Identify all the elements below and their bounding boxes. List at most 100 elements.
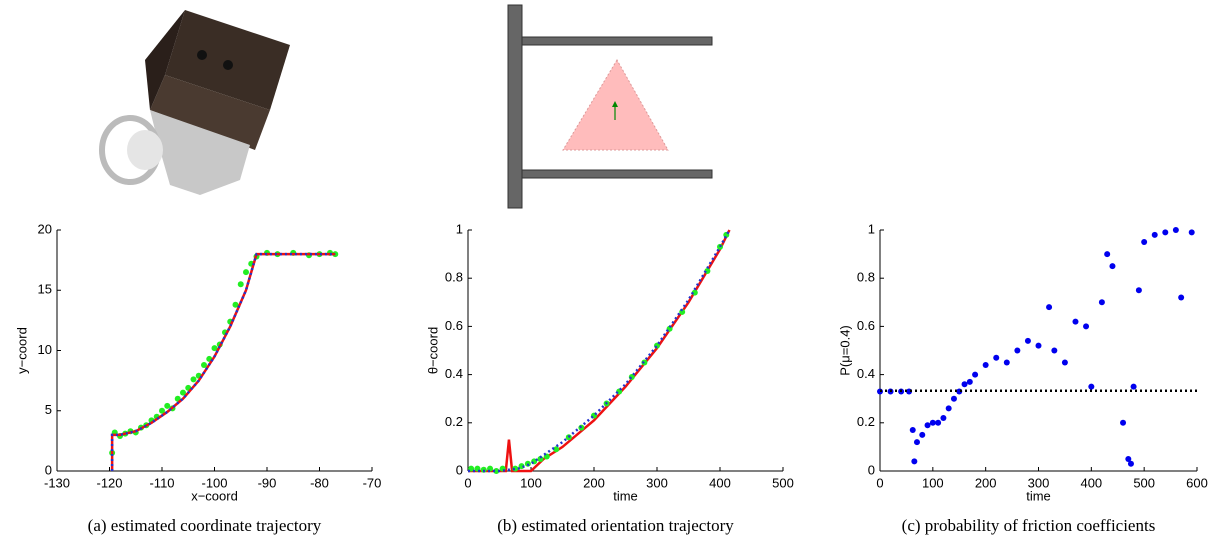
point <box>1088 383 1095 390</box>
point <box>1178 294 1185 301</box>
x-tick-label: -90 <box>258 475 277 490</box>
point <box>924 422 931 429</box>
y-tick-label: 0.8 <box>445 270 463 285</box>
caption: (a) estimated coordinate trajectory <box>88 516 322 535</box>
line <box>468 229 731 473</box>
point <box>972 371 979 378</box>
point <box>929 419 936 426</box>
point <box>950 395 957 402</box>
block-diagram <box>507 4 713 209</box>
y-axis-label: y−coord <box>14 327 29 374</box>
point <box>1162 229 1169 236</box>
y-tick-label: 1 <box>456 221 463 236</box>
point <box>180 389 186 396</box>
point <box>1127 460 1134 467</box>
x-tick-label: 400 <box>709 475 731 490</box>
dotted-line <box>468 229 731 473</box>
caption: (b) estimated orientation trajectory <box>497 516 734 535</box>
point <box>487 465 494 472</box>
x-tick-label: -80 <box>310 475 329 490</box>
line <box>110 252 336 471</box>
caption: (c) probability of friction coefficients <box>902 516 1156 535</box>
x-tick-label: 300 <box>646 475 668 490</box>
y-tick-label: 0 <box>868 462 875 477</box>
point <box>966 378 973 385</box>
point <box>164 402 171 409</box>
point <box>1024 337 1031 344</box>
x-axis-label: time <box>1026 488 1051 503</box>
x-tick-label: 600 <box>1186 475 1208 490</box>
point <box>1061 359 1068 366</box>
y-tick-label: 0 <box>456 462 463 477</box>
x-tick-label: 100 <box>922 475 944 490</box>
point <box>1109 263 1116 270</box>
y-tick-label: 0.4 <box>445 366 463 381</box>
x-tick-label: -110 <box>149 475 174 490</box>
point <box>909 427 916 434</box>
x-axis-label: time <box>613 488 638 503</box>
point <box>159 407 165 414</box>
y-tick-label: 0.2 <box>857 414 875 429</box>
dotted-line <box>110 252 336 471</box>
point <box>993 354 1000 361</box>
point <box>243 269 249 276</box>
x-tick-label: -70 <box>363 475 382 490</box>
x-tick-label: 0 <box>876 475 883 490</box>
y-tick-label: 10 <box>38 342 52 357</box>
y-tick-label: 1 <box>868 221 875 236</box>
point <box>945 405 952 412</box>
point <box>1035 342 1042 349</box>
point <box>1051 347 1058 354</box>
x-axis-label: x−coord <box>191 488 238 503</box>
point <box>1104 251 1111 258</box>
gripper-photo <box>99 10 290 195</box>
point <box>1098 299 1105 306</box>
point <box>982 361 989 368</box>
x-tick-label: 300 <box>1028 475 1050 490</box>
x-tick-label: -100 <box>201 475 227 490</box>
point <box>1151 231 1158 238</box>
y-axis-label: θ−coord <box>425 327 440 374</box>
y-tick-label: 0.2 <box>445 414 463 429</box>
y-axis-label: P(μ=0.4) <box>837 325 852 375</box>
point <box>919 431 926 438</box>
x-tick-label: 500 <box>1133 475 1155 490</box>
x-tick-label: 200 <box>975 475 997 490</box>
x-tick-label: -130 <box>44 475 70 490</box>
x-tick-label: -120 <box>96 475 122 490</box>
point <box>493 468 500 474</box>
y-tick-label: 5 <box>45 402 52 417</box>
x-tick-label: 200 <box>583 475 605 490</box>
point <box>1188 229 1195 236</box>
y-tick-label: 0 <box>45 462 52 477</box>
point <box>1125 455 1132 462</box>
point <box>935 419 942 426</box>
point <box>1130 383 1137 390</box>
point <box>232 301 239 308</box>
y-tick-label: 15 <box>38 282 52 297</box>
point <box>913 439 920 446</box>
point <box>1003 359 1010 366</box>
x-tick-label: 400 <box>1080 475 1102 490</box>
x-tick-label: 500 <box>772 475 794 490</box>
point <box>961 381 968 388</box>
point <box>1120 419 1127 426</box>
point <box>1083 323 1090 330</box>
y-tick-label: 0.4 <box>857 366 875 381</box>
x-tick-label: 0 <box>464 475 471 490</box>
x-tick-label: 100 <box>520 475 542 490</box>
point <box>190 376 197 383</box>
point <box>201 361 207 368</box>
y-tick-label: 0.8 <box>857 270 875 285</box>
point <box>174 395 181 402</box>
y-tick-label: 0.6 <box>857 318 875 333</box>
point <box>1046 304 1053 311</box>
point <box>237 281 244 288</box>
point <box>1141 239 1148 246</box>
y-tick-label: 20 <box>38 221 52 236</box>
y-tick-label: 0.6 <box>445 318 463 333</box>
point <box>1014 347 1021 354</box>
point <box>1135 287 1142 294</box>
